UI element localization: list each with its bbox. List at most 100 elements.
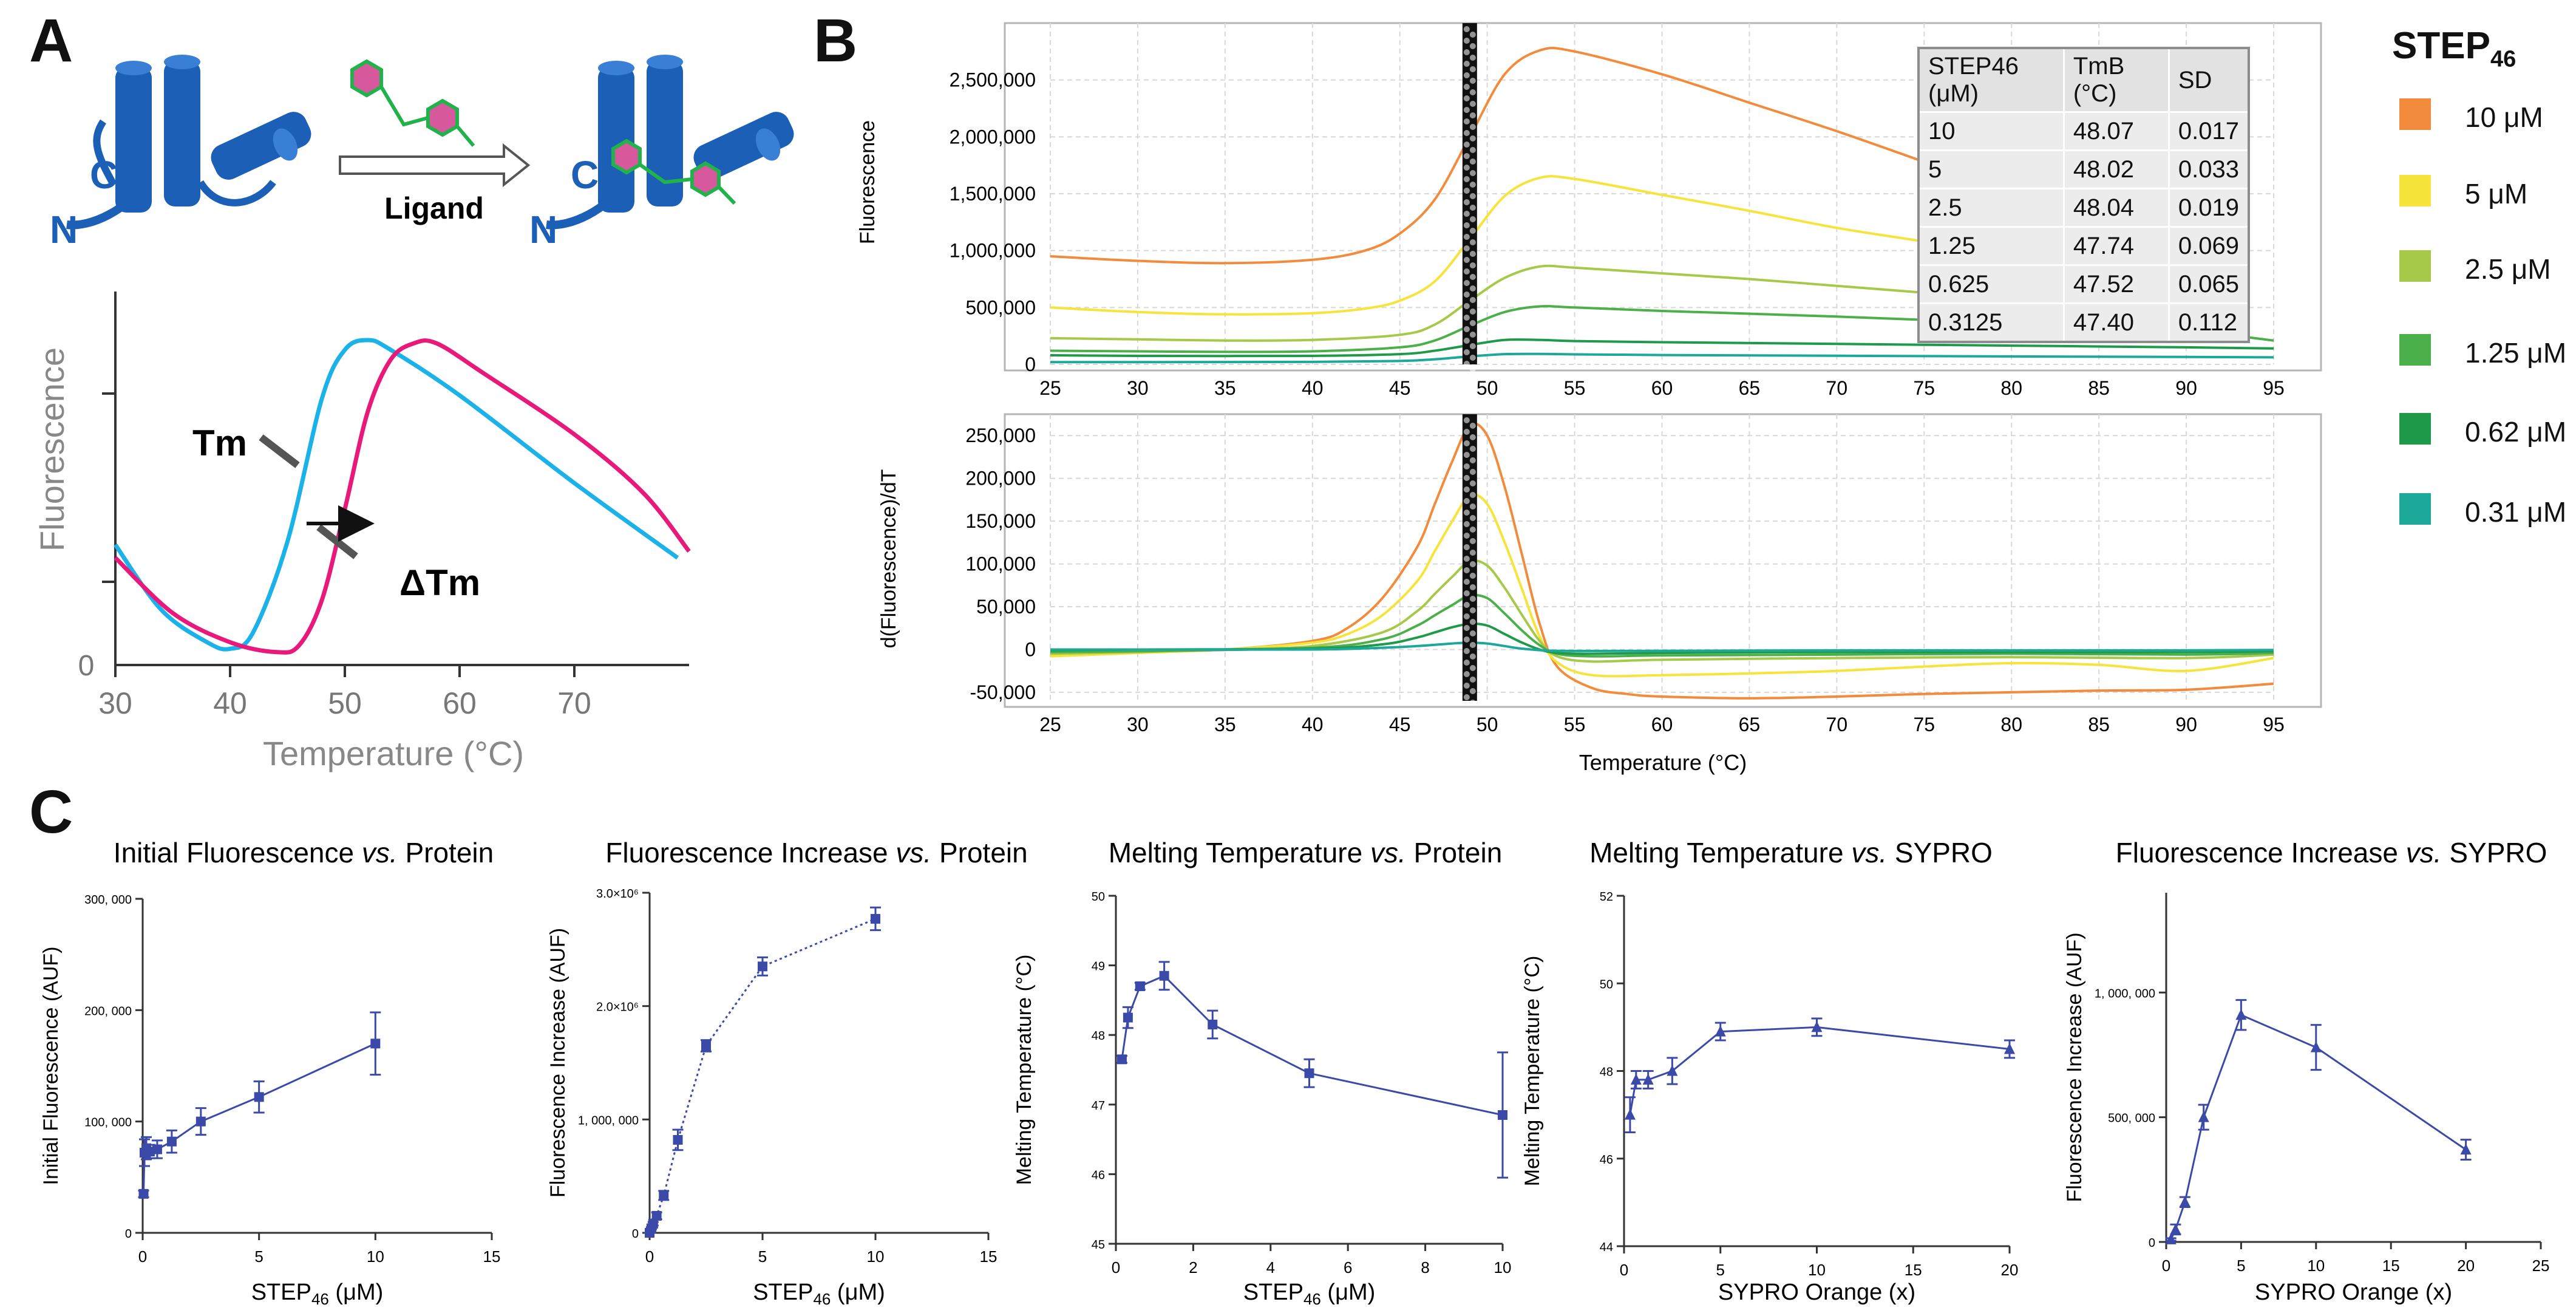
btop-tm-marker-dot <box>1463 176 1470 182</box>
bbot-tm-marker-dot <box>1463 498 1470 504</box>
btop-x-tick-label: 95 <box>2263 377 2285 399</box>
c-terminus-label: C <box>90 153 118 197</box>
bbot-plot-area <box>1004 413 2322 708</box>
btop-tm-marker-dot <box>1469 309 1476 315</box>
melting-temperature-vs-sypro-chart: Melting Temperature vs. SYPRO 0 5 10 15 20 44 4… <box>1521 837 2018 1305</box>
btop-tm-marker-dot <box>1469 124 1476 130</box>
btop-tm-marker-dot <box>1469 343 1476 349</box>
btop-tm-marker-dot <box>1469 251 1476 257</box>
c2-data-point <box>701 1041 711 1051</box>
a-x-tick-label: 50 <box>328 686 362 720</box>
ligand-icon <box>350 59 475 147</box>
a-x-tick-label: 30 <box>98 686 132 720</box>
legend-title-text: STEP <box>2392 25 2490 67</box>
bbot-tm-marker-dot <box>1463 452 1470 458</box>
btop-y-tick-label: 2,500,000 <box>950 69 1036 91</box>
c3-y-axis-title: Melting Temperature (°C) <box>1013 955 1036 1185</box>
legend-label: 5 μM <box>2465 178 2528 210</box>
table-row: 5 48.02 0.033 <box>1917 149 2250 189</box>
btop-x-tick-label: 85 <box>2088 377 2110 399</box>
dtm-pointer <box>316 524 358 559</box>
bbot-tm-marker-dot <box>1463 694 1470 700</box>
bbot-tm-marker-dot <box>1463 463 1470 469</box>
a-x-tick-label: 60 <box>443 686 477 720</box>
bbot-tm-marker-dot <box>1469 677 1476 683</box>
bbot-tm-marker-dot <box>1469 630 1476 636</box>
bbot-y-tick-label: 0 <box>1025 638 1036 660</box>
btop-tm-marker-dot <box>1469 78 1476 84</box>
btop-tm-marker-dot <box>1463 199 1470 205</box>
c2-data-point <box>648 1219 658 1229</box>
c1-data-point <box>370 1038 381 1049</box>
fluorescence-increase-vs-sypro-chart: Fluorescence Increase vs. SYPRO 0 5 10 15 20 2… <box>2063 837 2549 1305</box>
btop-x-tick-label: 25 <box>1039 377 1061 399</box>
bbot-x-tick-label: 45 <box>1389 714 1411 735</box>
c2-data-point <box>673 1134 683 1145</box>
legend-label: 10 μM <box>2465 101 2543 133</box>
bbot-tm-marker-dot <box>1463 556 1470 562</box>
c3-x-tick-label: 4 <box>1266 1258 1275 1277</box>
bbot-tm-marker-dot <box>1469 561 1476 567</box>
c1-data-point <box>152 1144 162 1154</box>
c4-data-point <box>2004 1043 2015 1054</box>
table-cell: 10 <box>1917 111 2065 151</box>
btop-tm-marker-dot <box>1469 170 1476 176</box>
a-y-zero-label: 0 <box>78 650 95 682</box>
bbot-x-tick-label: 70 <box>1826 714 1848 735</box>
c5-y-tick-label: 1, 000, 000 <box>2095 987 2155 1000</box>
btop-tm-marker-dot <box>1469 262 1476 268</box>
btop-tm-marker-dot <box>1469 32 1476 38</box>
n-terminus-label: N <box>50 208 78 251</box>
table-cell: 47.40 <box>2062 302 2170 343</box>
a-x-tick-label: 70 <box>557 686 591 720</box>
bbot-tm-marker-dot <box>1469 550 1476 556</box>
legend-label: 0.31 μM <box>2465 496 2567 528</box>
a-curve-bound <box>114 338 691 655</box>
c1-x-tick-label: 5 <box>254 1247 263 1266</box>
protein-bound-icon <box>546 55 794 230</box>
c4-y-tick-label: 46 <box>1600 1153 1613 1167</box>
btop-x-tick-label: 60 <box>1651 377 1673 399</box>
fluorescence-increase-vs-protein-chart: Fluorescence Increase vs. Protein 0 5 10 15 0… <box>546 837 1028 1308</box>
tm-table: STEP46 (μM) TmB (°C) SD 10 48.07 0.017 5 48… <box>1917 47 2250 343</box>
c4-data-point <box>1811 1021 1823 1032</box>
c3-y-tick-label: 47 <box>1092 1099 1105 1113</box>
btop-x-tick-label: 70 <box>1826 377 1848 399</box>
btop-tm-marker-dot <box>1463 268 1470 275</box>
c3-data-point <box>1208 1020 1218 1030</box>
c1-data-point <box>138 1189 149 1199</box>
bbot-tm-marker-dot <box>1463 625 1470 631</box>
c2-data-point <box>659 1190 669 1201</box>
c4-y-tick-label: 50 <box>1600 978 1613 991</box>
tm-table-header-cell: TmB (°C) <box>2062 47 2170 113</box>
c2-x-axis-title: STEP46 (μM) <box>753 1280 885 1308</box>
n-terminus-bound-label: N <box>529 208 557 251</box>
bbot-tm-marker-dot <box>1469 619 1476 625</box>
btop-tm-marker-dot <box>1469 332 1476 338</box>
table-cell: 0.065 <box>2167 264 2250 304</box>
c3-data-point <box>1123 1012 1133 1023</box>
c2-data-point <box>651 1211 662 1221</box>
c4-x-tick-label: 20 <box>2001 1261 2019 1279</box>
btop-tm-marker-dot <box>1463 349 1470 355</box>
bbot-tm-marker-dot <box>1463 486 1470 493</box>
c5-y-axis-title: Fluorescence Increase (AUF) <box>2063 932 2086 1202</box>
c4-title: Melting Temperature vs. SYPRO <box>1589 837 1993 868</box>
table-cell: 48.02 <box>2062 149 2170 189</box>
btop-y-axis-title: Fluorescence <box>856 120 879 244</box>
c2-y-tick-label: 0 <box>632 1227 639 1241</box>
c5-data-point <box>2460 1144 2472 1155</box>
btop-tm-marker-dot <box>1463 292 1470 298</box>
c5-data-point <box>2170 1223 2181 1235</box>
btop-series-line <box>1050 338 2274 358</box>
c5-data-point <box>2198 1111 2209 1122</box>
table-cell: 48.04 <box>2062 188 2170 228</box>
c2-data-point <box>871 913 880 924</box>
c1-x-tick-label: 15 <box>483 1247 501 1266</box>
ligand-label: Ligand <box>384 191 484 225</box>
bbot-tm-marker-dot <box>1463 683 1470 689</box>
c4-y-tick-label: 52 <box>1600 890 1613 904</box>
bbot-tm-marker-dot <box>1463 417 1470 423</box>
btop-tm-marker-dot <box>1469 355 1476 361</box>
